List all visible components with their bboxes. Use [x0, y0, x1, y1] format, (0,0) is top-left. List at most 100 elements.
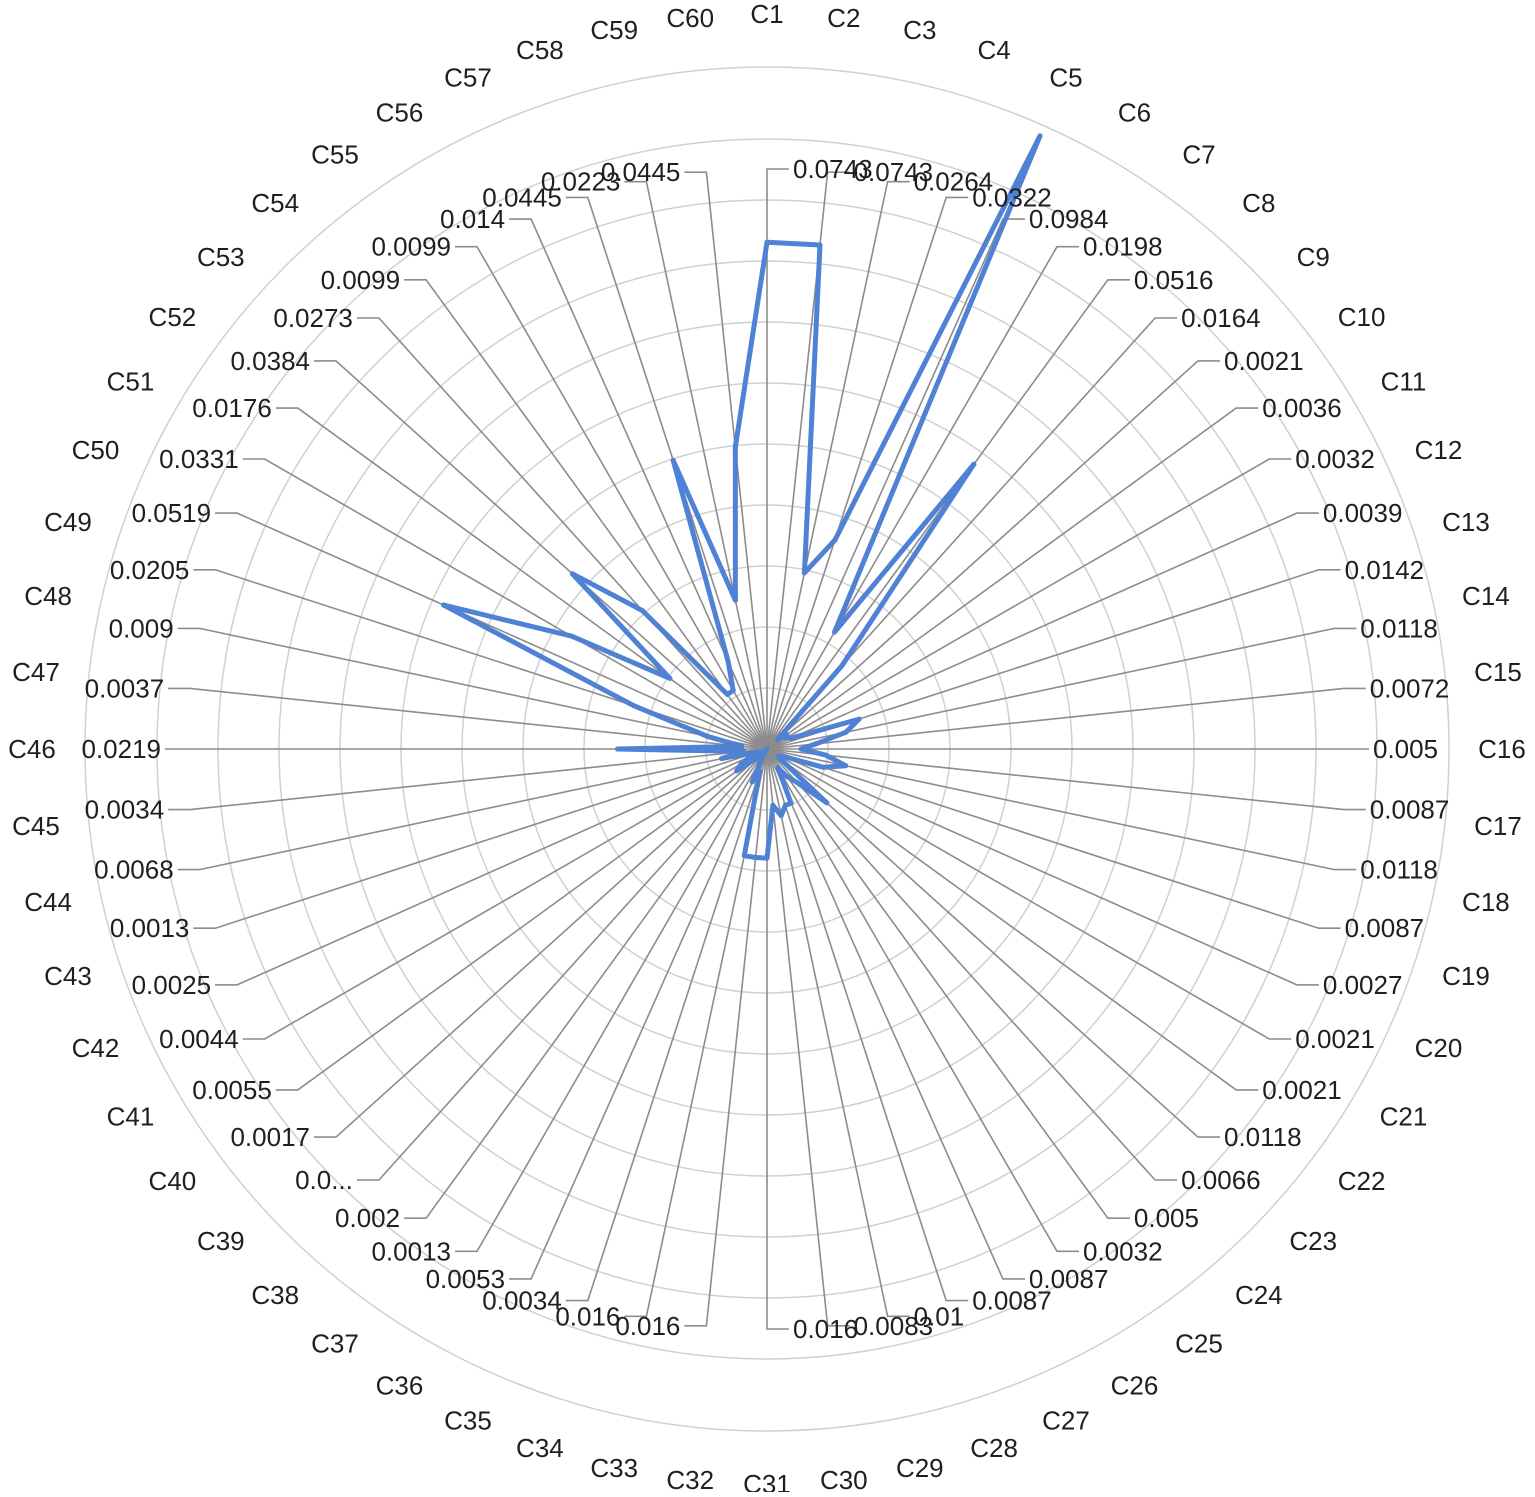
leader-line [766, 627, 1357, 750]
leader-line [766, 168, 789, 749]
data-point [781, 754, 787, 759]
category-tick-label: C56 [376, 98, 424, 128]
leader-line [766, 748, 1357, 871]
data-point [764, 855, 770, 861]
data-label: 0.0027 [1323, 970, 1403, 1000]
data-label: 0.0984 [1029, 204, 1109, 234]
data-point [441, 602, 447, 608]
category-tick-label: C33 [590, 1453, 638, 1483]
category-tick-label: C12 [1415, 435, 1463, 465]
leader-line [177, 627, 768, 750]
data-point [569, 571, 575, 577]
category-tick-label: C9 [1297, 242, 1330, 272]
leader-line [684, 748, 768, 1327]
data-point [843, 729, 849, 735]
data-label: 0.0118 [1224, 1122, 1302, 1152]
category-tick-label: C29 [896, 1453, 944, 1483]
category-tick-label: C48 [24, 581, 72, 611]
data-label: 0.0445 [482, 182, 562, 212]
category-tick-label: C52 [149, 302, 197, 332]
data-point [724, 691, 730, 697]
leader-line [177, 748, 768, 871]
category-tick-label: C58 [516, 35, 564, 65]
leader-line [766, 407, 1259, 750]
data-point [764, 746, 770, 752]
data-point [782, 802, 788, 808]
leader-line [766, 748, 1292, 1040]
data-label: 0.0099 [321, 265, 401, 295]
category-tick-label: C40 [149, 1166, 197, 1196]
data-point [719, 756, 725, 762]
leader-line [766, 458, 1292, 750]
category-tick-label: C60 [666, 3, 714, 33]
data-point [741, 748, 747, 754]
leader-line [624, 180, 768, 750]
leader-line [766, 748, 1178, 1181]
leader-line [356, 748, 768, 1181]
category-tick-label: C8 [1242, 188, 1275, 218]
data-point [734, 768, 740, 774]
data-point [732, 444, 738, 450]
data-point [741, 853, 747, 859]
data-point [670, 457, 676, 463]
data-label: 0.0219 [81, 734, 161, 764]
leader-line [314, 360, 768, 750]
data-point [730, 688, 736, 693]
data-point [749, 779, 755, 785]
data-point [748, 753, 754, 759]
leader-line [766, 568, 1341, 750]
data-point [801, 570, 807, 576]
leader-line [766, 360, 1220, 750]
data-point [794, 780, 800, 785]
category-tick-label: C50 [72, 435, 120, 465]
data-label: 0.0743 [854, 157, 934, 187]
leader-line [766, 748, 1341, 930]
data-label: 0.0013 [371, 1236, 451, 1266]
category-tick-label: C27 [1042, 1406, 1090, 1436]
data-point [704, 733, 710, 739]
leader-line [509, 218, 768, 750]
category-tick-label: C32 [666, 1465, 714, 1492]
category-tick-label: C45 [12, 811, 60, 841]
data-label: 0.005 [1373, 734, 1438, 764]
data-label: 0.0743 [793, 154, 873, 184]
data-label: 0.016 [555, 1301, 620, 1331]
label-leader-lines [165, 168, 1369, 1330]
leader-line [193, 748, 768, 930]
category-tick-label: C35 [444, 1406, 492, 1436]
data-point [615, 746, 621, 752]
data-label: 0.0034 [85, 795, 165, 825]
category-tick-label: C26 [1111, 1371, 1159, 1401]
leader-line [766, 748, 1079, 1253]
category-tick-label: C5 [1049, 63, 1082, 93]
category-tick-label: C41 [107, 1102, 155, 1132]
category-tick-label: C37 [311, 1329, 359, 1359]
data-point [569, 633, 574, 639]
leader-line [168, 687, 768, 750]
data-label: 0.0198 [1083, 232, 1163, 262]
data-label: 0.0087 [972, 1286, 1052, 1316]
data-point [775, 765, 781, 771]
data-point [839, 663, 845, 669]
category-tick-label: C28 [970, 1433, 1018, 1463]
category-tick-label: C19 [1442, 961, 1490, 991]
category-tick-label: C17 [1474, 811, 1522, 841]
data-point [832, 537, 838, 543]
data-label: 0.0205 [110, 555, 190, 585]
data-label: 0.0021 [1295, 1024, 1375, 1054]
data-point [832, 629, 837, 635]
category-tick-label: C59 [590, 15, 638, 45]
data-label: 0.0066 [1181, 1165, 1261, 1195]
category-tick-label: C38 [251, 1280, 299, 1310]
data-label: 0.0322 [972, 182, 1052, 212]
data-label: 0.0032 [1083, 1236, 1163, 1266]
data-label: 0.0516 [1134, 265, 1214, 295]
data-point [760, 754, 766, 760]
leader-line [766, 278, 1130, 750]
category-tick-label: C21 [1380, 1102, 1428, 1132]
data-point [639, 608, 645, 614]
data-point [971, 461, 977, 467]
leader-line [624, 748, 768, 1318]
data-label: 0.0044 [159, 1024, 239, 1054]
